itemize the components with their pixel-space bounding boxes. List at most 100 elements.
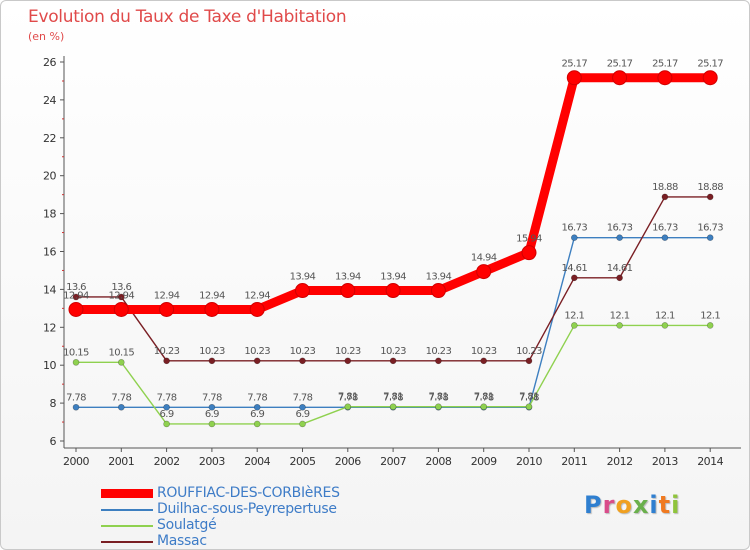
logo-letter: o <box>615 491 633 519</box>
legend-label-duilhac: Duilhac-sous-Peyrepertuse <box>157 501 337 517</box>
y-tick-label-18: 18 <box>43 208 56 221</box>
chart-subtitle: (en %) <box>28 30 65 43</box>
data-label-massac-2006: 10.23 <box>335 346 361 357</box>
data-label-rouffiac-2013: 25.17 <box>652 59 678 70</box>
point-massac-2013 <box>661 193 669 201</box>
point-massac-2009 <box>480 357 488 365</box>
data-label-duilhac-2012: 16.73 <box>607 223 633 234</box>
point-massac-2003 <box>208 357 216 365</box>
legend-swatch-duilhac <box>101 509 153 511</box>
y-tick-label-12: 12 <box>43 321 56 334</box>
legend-label-soulatge: Soulatgé <box>157 517 217 533</box>
x-tick-label-2010: 2010 <box>516 455 542 468</box>
point-rouffiac-2010 <box>521 245 537 261</box>
legend-label-massac: Massac <box>157 533 207 549</box>
point-soulatge-2001 <box>118 359 125 366</box>
point-rouffiac-2008 <box>430 283 446 299</box>
point-duilhac-2002 <box>163 403 170 411</box>
point-soulatge-2009 <box>480 403 488 411</box>
data-label-soulatge-2001: 10.15 <box>108 347 134 358</box>
point-duilhac-2012 <box>616 234 623 241</box>
data-label-duilhac-2000: 7.78 <box>66 392 86 403</box>
data-label-rouffiac-2004: 12.94 <box>244 290 270 301</box>
x-tick-label-2004: 2004 <box>244 455 270 468</box>
point-soulatge-2003 <box>208 420 216 428</box>
data-label-duilhac-2001: 7.78 <box>111 392 131 403</box>
point-massac-2008 <box>435 357 442 365</box>
legend-swatch-massac <box>101 541 153 543</box>
point-massac-2006 <box>344 357 352 365</box>
data-label-duilhac-2002: 7.78 <box>157 392 177 403</box>
point-duilhac-2011 <box>570 234 578 241</box>
point-rouffiac-2001 <box>113 301 129 317</box>
x-tick-label-2011: 2011 <box>561 455 587 468</box>
point-soulatge-2010 <box>525 403 533 411</box>
data-label-rouffiac-2002: 12.94 <box>154 290 180 301</box>
data-label-soulatge-2012: 12.1 <box>610 310 630 321</box>
point-massac-2010 <box>525 357 533 365</box>
data-label-massac-2003: 10.23 <box>199 346 225 357</box>
point-massac-2002 <box>163 357 170 365</box>
data-label-massac-2014: 18.88 <box>697 182 723 193</box>
point-soulatge-2014 <box>706 322 714 329</box>
data-label-massac-2002: 10.23 <box>154 346 180 357</box>
data-label-rouffiac-2007: 13.94 <box>380 272 406 283</box>
x-tick-label-2000: 2000 <box>63 455 89 468</box>
point-rouffiac-2005 <box>295 283 310 299</box>
data-label-rouffiac-2003: 12.94 <box>199 290 225 301</box>
logo-letter: P <box>584 491 603 519</box>
data-label-rouffiac-2008: 13.94 <box>426 272 452 283</box>
legend-swatch-soulatge <box>101 525 153 527</box>
point-massac-2000 <box>72 293 80 301</box>
data-label-massac-2013: 18.88 <box>652 182 678 193</box>
point-massac-2011 <box>570 274 578 282</box>
point-soulatge-2008 <box>435 403 442 411</box>
data-label-soulatge-2006: 7.81 <box>338 392 358 403</box>
point-massac-2012 <box>616 274 623 282</box>
point-massac-2005 <box>299 357 306 365</box>
data-label-soulatge-2008: 7.81 <box>428 392 448 403</box>
data-label-soulatge-2009: 7.81 <box>474 392 494 403</box>
data-label-soulatge-2010: 7.81 <box>519 392 539 403</box>
data-label-duilhac-2010: 7.78 <box>519 392 539 403</box>
point-massac-2014 <box>706 193 714 201</box>
proxiti-logo: Proxiti <box>584 491 680 519</box>
data-label-soulatge-2000: 10.15 <box>63 347 89 358</box>
legend-swatch-rouffiac <box>101 489 153 498</box>
data-label-rouffiac-2012: 25.17 <box>607 59 633 70</box>
point-rouffiac-2009 <box>476 264 492 280</box>
data-label-duilhac-2003: 7.78 <box>202 392 222 403</box>
point-duilhac-2000 <box>72 403 80 411</box>
point-rouffiac-2011 <box>566 70 582 86</box>
logo-letter: x <box>632 491 650 519</box>
y-tick-label-16: 16 <box>43 246 56 259</box>
data-label-rouffiac-2000: 12.94 <box>63 290 89 301</box>
data-label-massac-2001: 13.6 <box>111 282 131 293</box>
point-rouffiac-2012 <box>612 70 628 86</box>
data-label-massac-2012: 14.61 <box>607 263 633 274</box>
data-label-massac-2008: 10.23 <box>426 346 452 357</box>
y-tick-label-20: 20 <box>43 170 56 183</box>
data-label-massac-2011: 14.61 <box>561 263 587 274</box>
y-tick-label-22: 22 <box>43 132 56 145</box>
data-label-rouffiac-2011: 25.17 <box>561 59 587 70</box>
data-label-duilhac-2014: 16.73 <box>697 223 723 234</box>
y-tick-label-10: 10 <box>43 359 56 372</box>
data-label-rouffiac-2014: 25.17 <box>697 59 723 70</box>
data-label-massac-2009: 10.23 <box>471 346 497 357</box>
data-label-rouffiac-2006: 13.94 <box>335 272 361 283</box>
point-rouffiac-2000 <box>68 301 84 317</box>
data-label-duilhac-2008: 7.78 <box>428 392 448 403</box>
point-duilhac-2014 <box>706 234 714 241</box>
series-layer <box>68 70 718 428</box>
point-soulatge-2013 <box>661 322 669 329</box>
data-label-rouffiac-2005: 13.94 <box>290 272 316 283</box>
point-massac-2001 <box>118 293 125 301</box>
data-label-massac-2000: 13.6 <box>66 282 86 293</box>
data-label-soulatge-2005: 6.9 <box>295 409 309 420</box>
x-tick-label-2001: 2001 <box>108 455 134 468</box>
point-duilhac-2013 <box>661 234 669 241</box>
data-label-massac-2004: 10.23 <box>244 346 270 357</box>
point-rouffiac-2013 <box>657 70 673 86</box>
